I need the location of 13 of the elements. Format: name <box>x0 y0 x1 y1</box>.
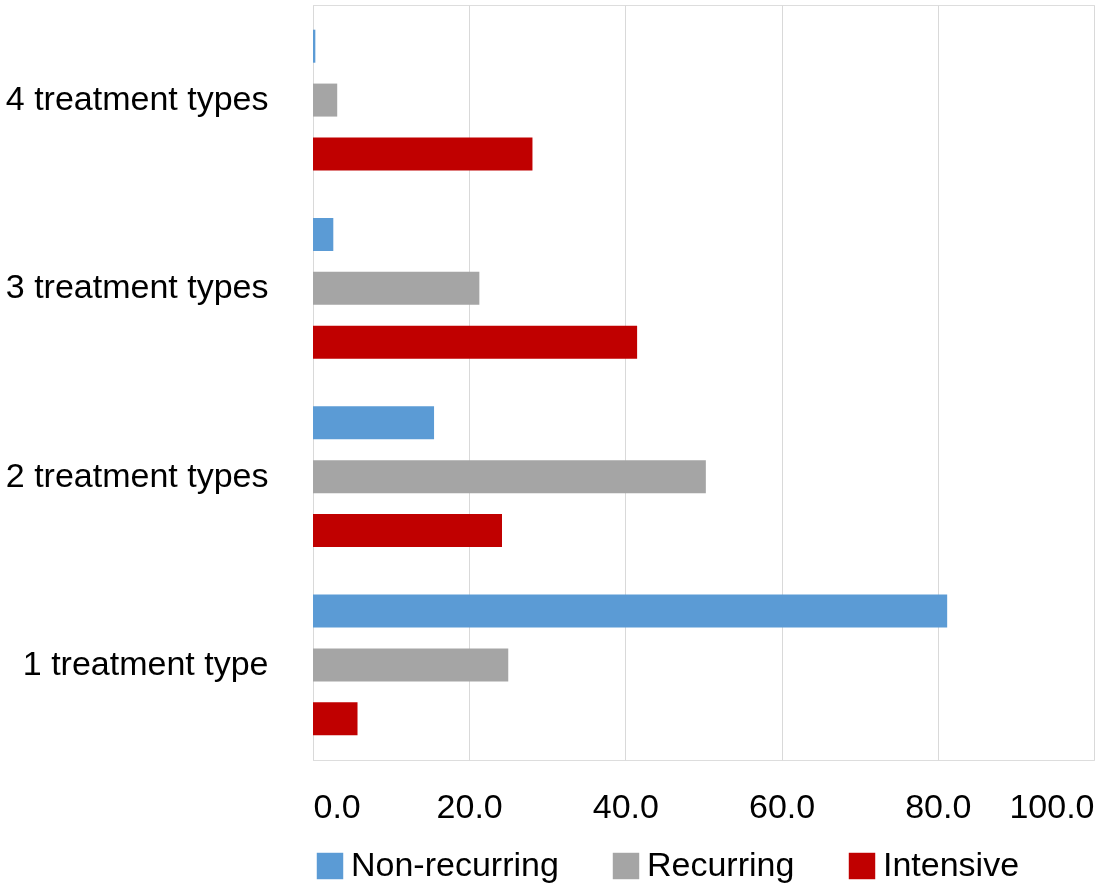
x-tick-label: 80.0 <box>905 786 972 825</box>
x-tick-label: 100.0 <box>1009 786 1095 825</box>
x-tick-label: 20.0 <box>436 786 503 825</box>
x-tick-label: 0.0 <box>313 786 361 825</box>
y-tick-label: 3 treatment types <box>5 267 269 306</box>
y-tick-label: 4 treatment types <box>5 79 269 118</box>
x-tick-label: 40.0 <box>592 786 659 825</box>
y-tick-label: 1 treatment type <box>22 643 269 682</box>
x-tick-label: 60.0 <box>749 786 816 825</box>
legend-label: Non-recurring <box>351 845 559 883</box>
legend-label: Intensive <box>883 845 1020 883</box>
legend-label: Recurring <box>647 845 795 883</box>
y-tick-label: 2 treatment types <box>5 455 269 494</box>
